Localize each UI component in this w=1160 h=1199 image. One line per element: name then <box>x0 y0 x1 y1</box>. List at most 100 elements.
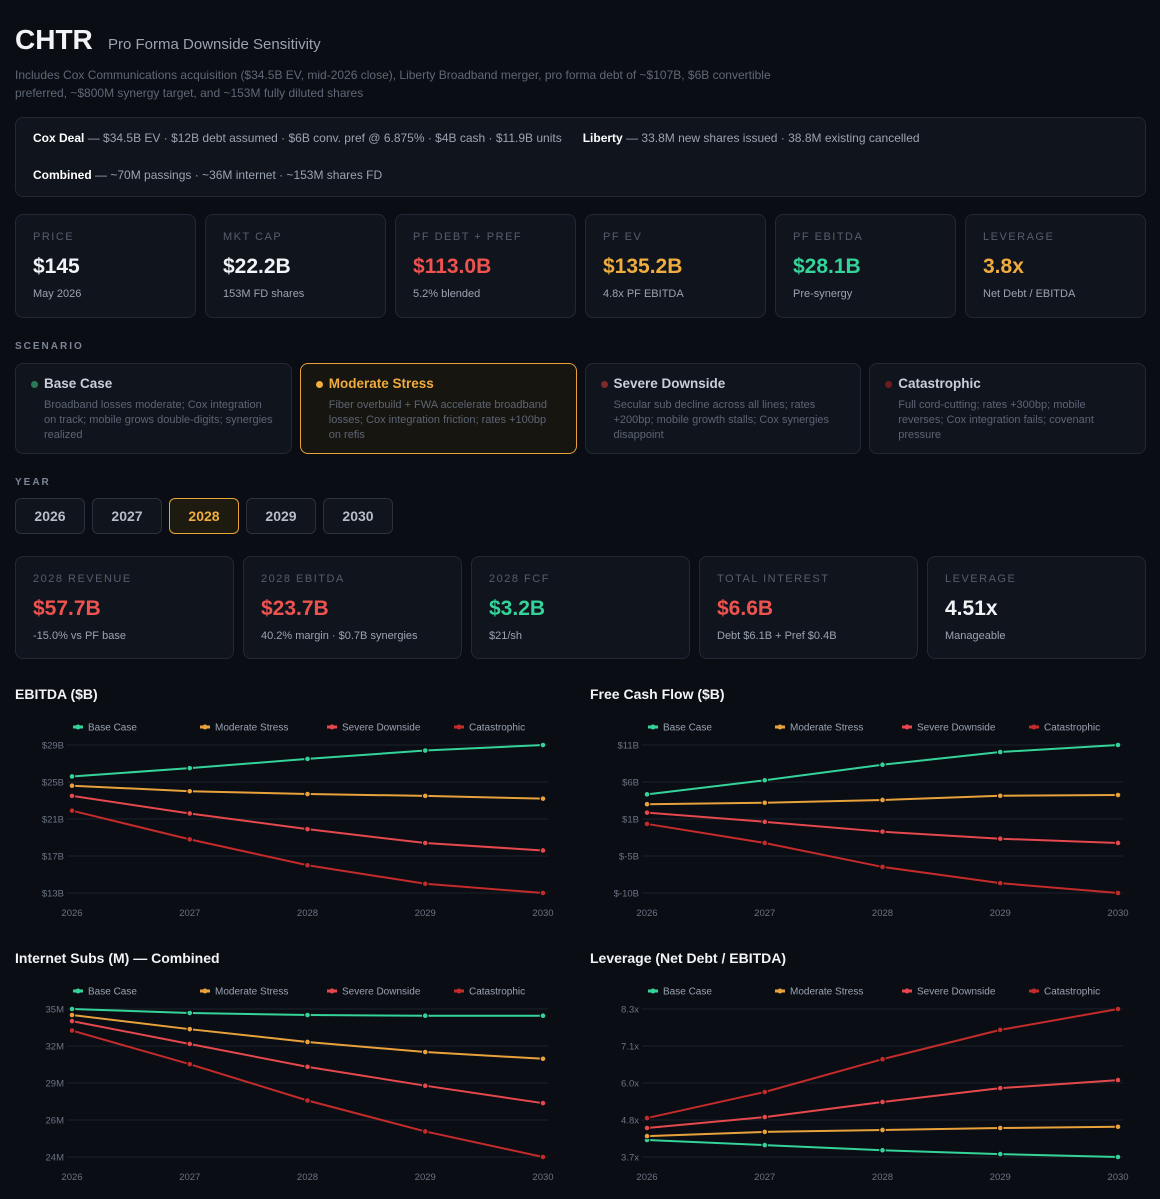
series-line <box>71 809 544 894</box>
info-text: — 33.8M new shares issued · 38.8M existi… <box>626 131 920 145</box>
data-point <box>186 836 194 843</box>
data-point <box>1114 839 1122 847</box>
stat-card: MKT CAP $22.2B 153M FD shares <box>205 214 386 318</box>
data-point <box>996 879 1004 887</box>
stat-label: PRICE <box>33 231 75 243</box>
description: Includes Cox Communications acquisition … <box>15 68 771 100</box>
chart: Leverage (Net Debt / EBITDA) 3.7x 4.8x 6.0x… <box>590 950 1129 1183</box>
data-point <box>304 1063 311 1071</box>
section-label: YEAR <box>15 477 51 488</box>
year-row: 2026 2027 2028 2029 2030 <box>15 498 393 534</box>
data-point <box>879 1126 886 1134</box>
data-point <box>186 810 194 817</box>
x-tick-label: 2027 <box>754 1172 775 1183</box>
year-button[interactable]: 2026 <box>15 498 85 534</box>
year-button[interactable]: 2030 <box>323 498 393 534</box>
legend-dot <box>329 724 335 730</box>
y-tick-label: 29M <box>46 1079 65 1090</box>
stat-value: $23.7B <box>261 597 329 620</box>
legend-label: Catastrophic <box>1044 723 1100 734</box>
data-point <box>539 741 547 749</box>
y-tick-label: $1B <box>622 815 639 826</box>
stat-label: LEVERAGE <box>983 231 1055 243</box>
data-point <box>186 787 194 795</box>
data-point <box>304 825 311 833</box>
chart: Free Cash Flow ($B) $-10B $-5B $1B $6B $11B 20… <box>590 686 1129 919</box>
stat-card: LEVERAGE 3.8x Net Debt / EBITDA <box>965 214 1146 318</box>
legend-dot <box>904 724 910 730</box>
year-button[interactable]: 2027 <box>92 498 162 534</box>
x-tick-label: 2030 <box>1107 908 1128 919</box>
stat-value: $6.6B <box>717 597 774 620</box>
data-point <box>643 1114 651 1122</box>
legend-dot <box>75 724 81 730</box>
info-text: — $34.5B EV · $12B debt assumed · $6B co… <box>87 131 562 145</box>
legend-dot <box>75 988 81 994</box>
data-point <box>421 839 429 847</box>
legend-label: Moderate Stress <box>790 723 863 734</box>
y-tick-label: $-10B <box>614 889 639 900</box>
data-point <box>643 1132 651 1140</box>
scenario-dot <box>885 381 893 388</box>
info-label: Combined <box>33 168 92 182</box>
stat-value: $3.2B <box>489 597 546 620</box>
legend-dot <box>1031 724 1037 730</box>
y-tick-label: 35M <box>46 1005 65 1016</box>
scenario-card[interactable]: Severe Downside Secular sub decline acros… <box>584 363 862 454</box>
legend-label: Catastrophic <box>469 723 525 734</box>
x-tick-label: 2027 <box>179 908 200 919</box>
data-point <box>996 1124 1004 1132</box>
data-point <box>761 799 769 807</box>
data-point <box>761 1128 769 1136</box>
stat-note: May 2026 <box>33 288 82 300</box>
data-point <box>304 861 311 869</box>
stat-note: Debt $6.1B + Pref $0.4B <box>717 630 837 642</box>
legend-dot <box>777 988 783 994</box>
y-tick-label: $6B <box>622 778 639 789</box>
section-label: SCENARIO <box>15 341 84 352</box>
series-line <box>646 744 1119 796</box>
chart-title: Free Cash Flow ($B) <box>590 686 725 702</box>
scenario-card[interactable]: Catastrophic Full cord-cutting; rates +30… <box>869 363 1146 454</box>
data-point <box>761 1113 769 1121</box>
data-point <box>1114 791 1122 799</box>
year-button[interactable]: 2028 <box>169 498 239 534</box>
legend-label: Severe Downside <box>917 723 996 734</box>
legend-dot <box>329 988 335 994</box>
stat-value: $113.0B <box>413 255 492 278</box>
data-point <box>68 773 76 780</box>
year-button[interactable]: 2029 <box>246 498 316 534</box>
data-point <box>996 1084 1004 1092</box>
metric-row: 2028 REVENUE $57.7B -15.0% vs PF base 2028 … <box>15 556 1146 659</box>
data-point <box>879 796 886 804</box>
stat-value: 4.51x <box>945 597 998 620</box>
legend-label: Catastrophic <box>1044 987 1100 998</box>
legend-label: Severe Downside <box>342 987 421 998</box>
legend-dot <box>1031 988 1037 994</box>
legend-label: Base Case <box>663 987 712 998</box>
legend-dot <box>650 724 656 730</box>
x-tick-label: 2026 <box>61 1172 82 1183</box>
x-tick-label: 2028 <box>297 908 318 919</box>
data-point <box>643 820 651 828</box>
data-point <box>304 1097 311 1104</box>
scenario-card[interactable]: Base Case Broadband losses moderate; Cox … <box>15 363 292 454</box>
stat-value: $28.1B <box>793 255 861 278</box>
data-point <box>304 790 311 798</box>
y-tick-label: 24M <box>46 1153 65 1164</box>
data-point <box>1114 1153 1122 1161</box>
data-point <box>304 1038 311 1046</box>
data-point <box>761 818 769 826</box>
info-item: Combined — ~70M passings · ~36M internet… <box>33 168 382 182</box>
stat-note: 4.8x PF EBITDA <box>603 288 684 300</box>
stat-label: 2028 EBITDA <box>261 573 345 585</box>
x-tick-label: 2028 <box>872 908 893 919</box>
series-line <box>71 794 544 852</box>
chart-title: Internet Subs (M) — Combined <box>15 950 220 966</box>
data-point <box>879 863 886 871</box>
scenario-desc: Secular sub decline across all lines; ra… <box>613 399 830 441</box>
scenario-card[interactable]: Moderate Stress Fiber overbuild + FWA acc… <box>299 363 577 454</box>
stat-card: PF DEBT + PREF $113.0B 5.2% blended <box>395 214 576 318</box>
x-tick-label: 2030 <box>1107 1172 1128 1183</box>
